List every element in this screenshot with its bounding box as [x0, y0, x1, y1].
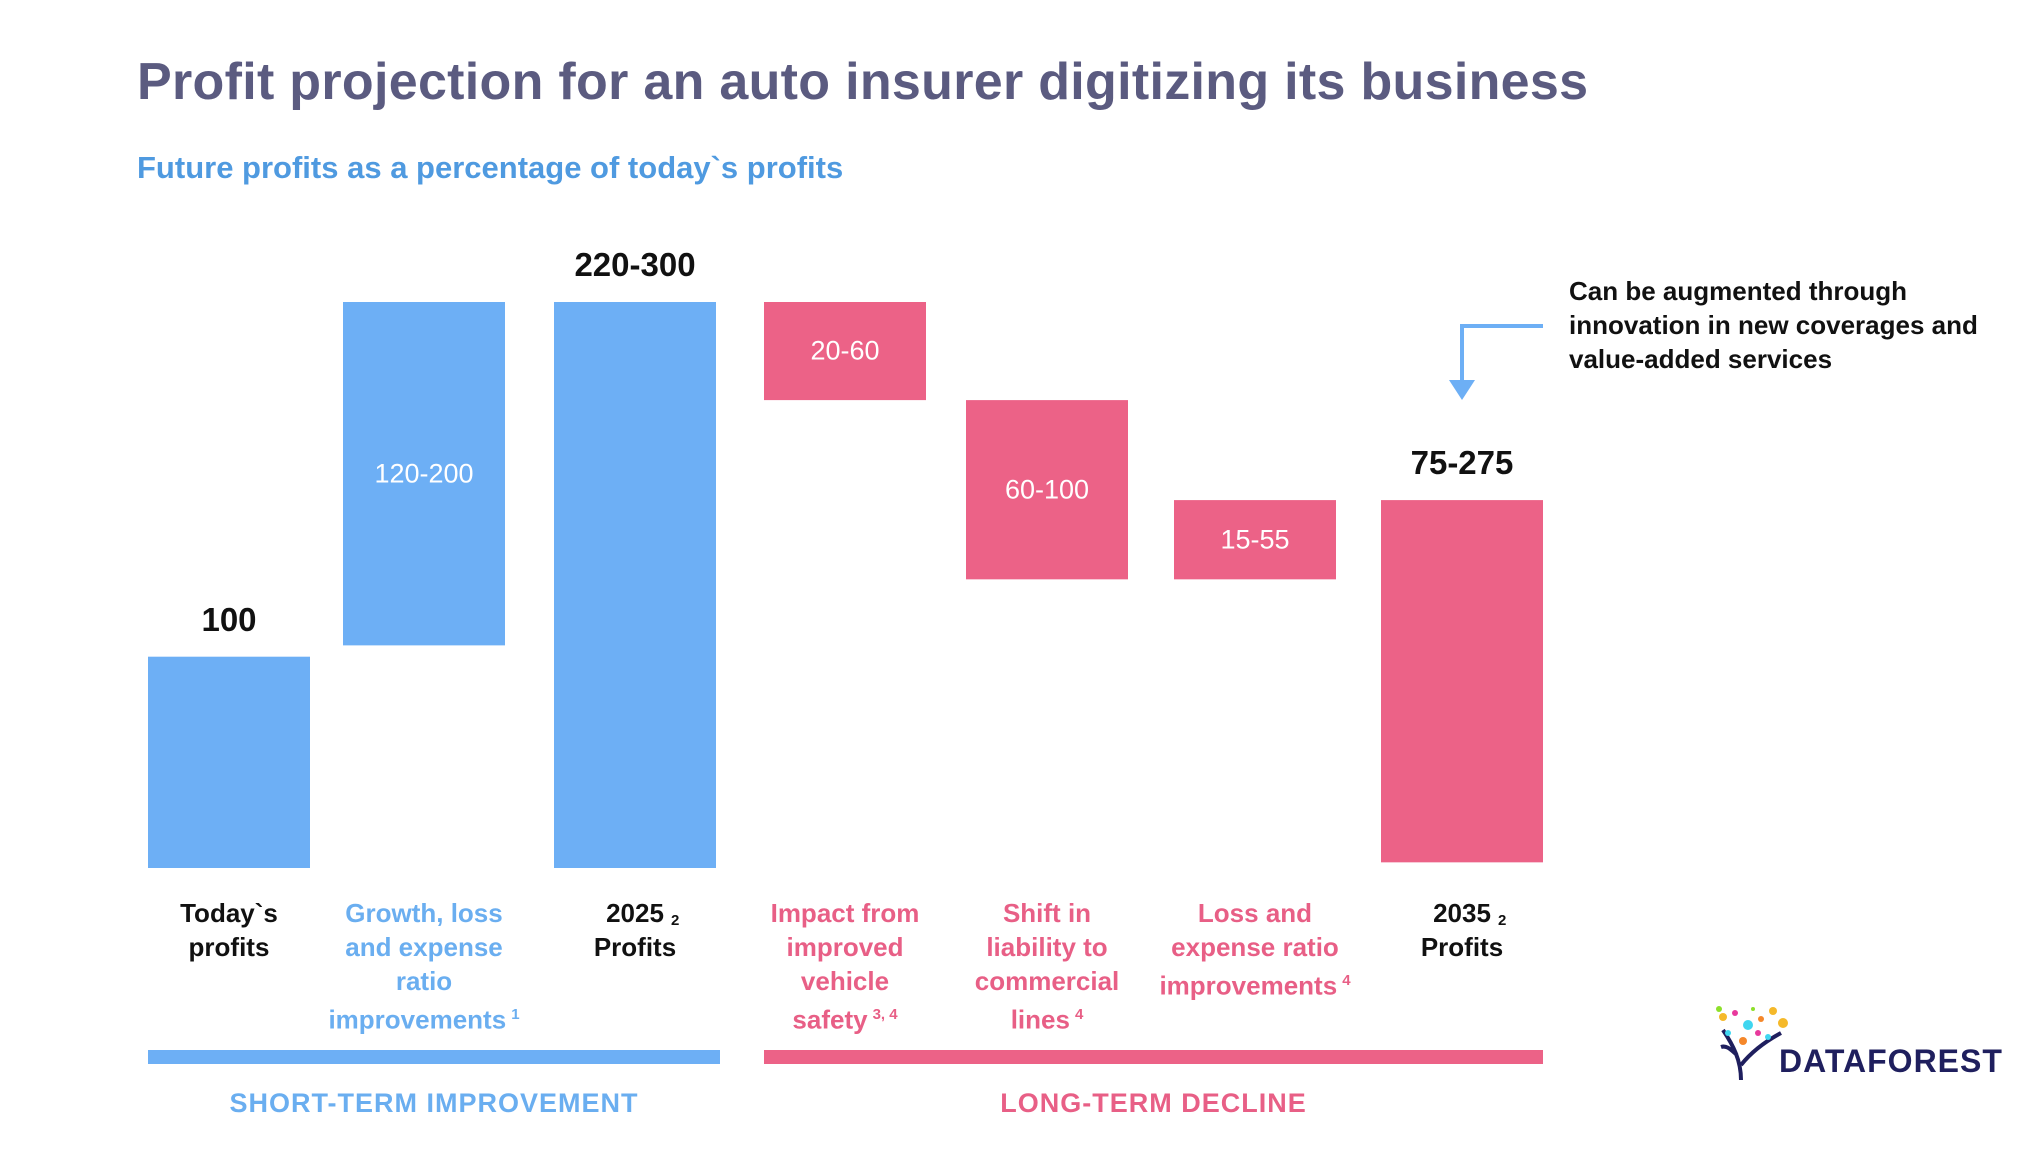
bar	[764, 302, 926, 401]
footnote-marker: 4	[1074, 1006, 1084, 1023]
bar	[554, 302, 716, 868]
category-label-line: improvements	[1159, 970, 1338, 1001]
bar	[1381, 500, 1543, 863]
bar	[148, 656, 310, 868]
value-label: 20-60	[810, 335, 880, 366]
category-label-line: Growth, loss	[345, 898, 503, 928]
value-label: 220-300	[574, 246, 696, 283]
value-label: 75-275	[1410, 444, 1514, 482]
category-label-line: Impact from	[770, 898, 920, 928]
category-label-line: commercial	[974, 966, 1120, 996]
footnote-marker: 1	[511, 1006, 520, 1023]
category-label-line: Today`s	[180, 898, 278, 928]
logo-text: DATAFOREST	[1779, 1043, 2003, 1079]
category-label-line: improvements	[328, 1004, 507, 1035]
value-label: 15-55	[1220, 524, 1290, 555]
category-label: Growth, loss and expense ratio improvements…	[324, 896, 524, 1037]
value-label: 60-100	[1004, 474, 1090, 505]
category-label: Loss and expense ratio improvements 4	[1155, 896, 1355, 1003]
category-label-line: vehicle	[800, 966, 890, 996]
category-label: Today`s profits	[129, 896, 329, 964]
category-label-line: safety	[792, 1004, 868, 1035]
category-label-line: Shift in	[1002, 898, 1092, 928]
category-label-line: profits	[188, 932, 270, 962]
category-label-line: expense ratio	[1171, 932, 1339, 962]
category-label: 2025 Profits	[593, 898, 677, 962]
short-term-band	[148, 1050, 720, 1064]
category-label-line: liability to	[986, 932, 1108, 962]
footnote-marker: 4	[1342, 972, 1351, 989]
long-term-label: LONG-TERM DECLINE	[1000, 1088, 1307, 1118]
category-label: 2035 Profits	[1420, 898, 1504, 962]
category-label-line: and expense	[345, 932, 503, 962]
annotation-arrow-icon	[1449, 324, 1543, 400]
bar	[343, 302, 505, 646]
footnote-marker: 3, 4	[872, 1006, 898, 1023]
bar	[1174, 500, 1336, 580]
dataforest-logo: DATAFOREST	[1713, 1005, 2002, 1090]
footnote-marker: 2	[1498, 912, 1507, 929]
annotation-text: Can be augmented through innovation in n…	[1569, 276, 1978, 374]
page-subtitle: Future profits as a percentage of today`…	[137, 150, 844, 185]
category-label: Impact from improved vehicle safety 3, 4	[745, 896, 945, 1037]
category-label-line: lines	[1010, 1004, 1070, 1035]
value-label: 100	[201, 600, 257, 638]
short-term-label: SHORT-TERM IMPROVEMENT	[229, 1088, 639, 1118]
category-label: Shift in liability to commercial lines 4	[947, 896, 1147, 1037]
category-label-line: Loss and	[1197, 898, 1313, 928]
footnote-marker: 2	[671, 912, 680, 929]
category-label-line: improved	[786, 932, 904, 962]
tree-logo-icon	[1716, 1006, 1788, 1081]
category-label-line: ratio	[395, 966, 453, 996]
page-title: Profit projection for an auto insurer di…	[137, 53, 1589, 111]
value-label: 120-200	[374, 458, 474, 489]
long-term-band	[764, 1050, 1543, 1064]
bar	[966, 400, 1128, 580]
